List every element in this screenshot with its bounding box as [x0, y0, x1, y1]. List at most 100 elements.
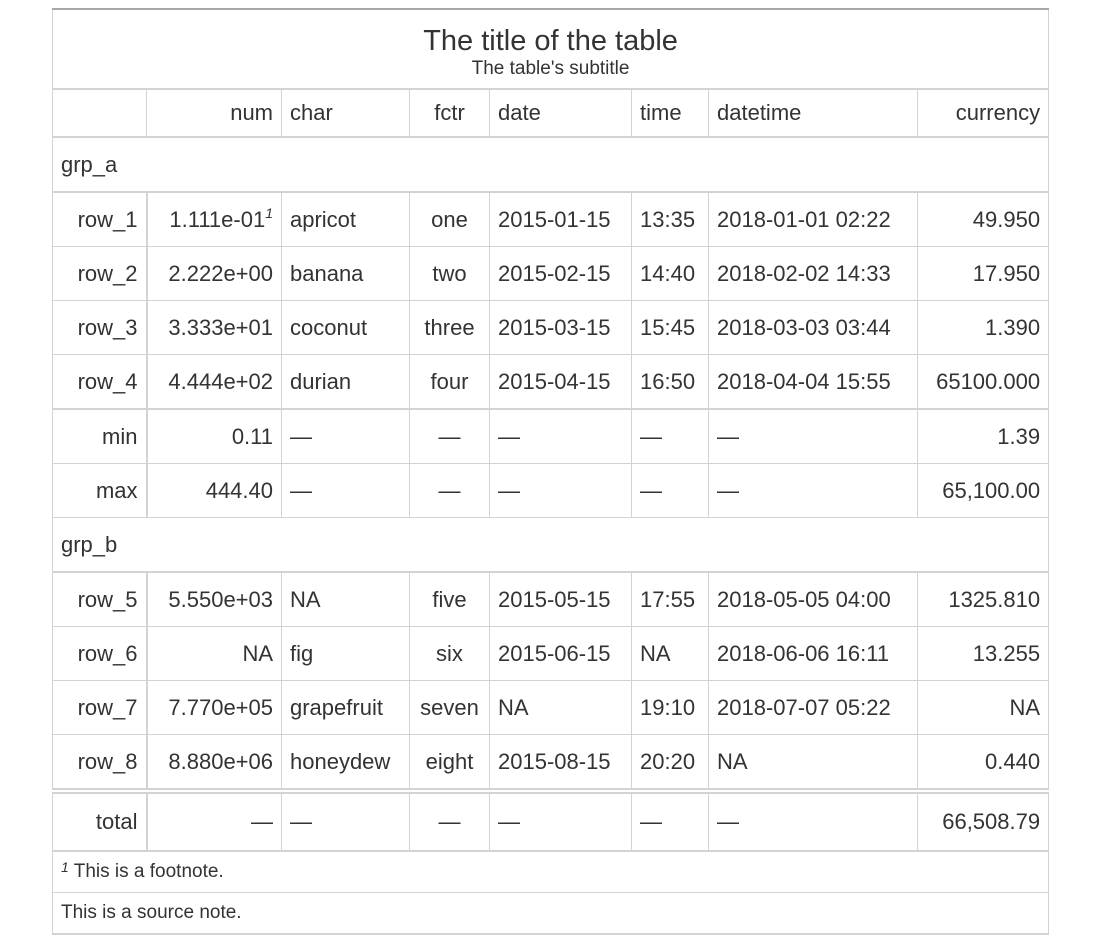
- cell-datetime: 2018-01-01 02:22: [708, 192, 918, 247]
- table-row: row_3 3.333e+01 coconut three 2015-03-15 15:4…: [52, 300, 1049, 355]
- cell-fctr: two: [409, 246, 490, 301]
- cell-char: durian: [281, 354, 410, 410]
- cell-value: 2.222e+00: [168, 260, 273, 286]
- column-header-num: num: [146, 89, 282, 138]
- cell-value: —: [290, 423, 312, 449]
- cell-stub: row_4: [52, 354, 148, 410]
- table-subtitle: The table's subtitle: [52, 58, 1049, 90]
- cell-value: total: [95, 809, 138, 834]
- cell-value: 1.390: [985, 314, 1041, 340]
- cell-num: 3.333e+01: [146, 300, 282, 355]
- cell-fctr: —: [409, 463, 490, 518]
- cell-value: 5.550e+03: [168, 586, 273, 612]
- cell-value: 2015-04-15: [498, 368, 611, 394]
- cell-value: —: [498, 477, 520, 503]
- cell-datetime: 2018-02-02 14:33: [708, 246, 918, 301]
- cell-value: 2018-07-07 05:22: [717, 694, 891, 720]
- cell-time: 16:50: [631, 354, 709, 410]
- cell-value: 1325.810: [948, 586, 1041, 612]
- cell-value: 1.111e-01: [169, 206, 266, 232]
- cell-value: coconut: [290, 314, 368, 340]
- cell-value: —: [498, 423, 520, 449]
- cell-value: apricot: [290, 206, 357, 232]
- cell-value: 66,508.79: [942, 809, 1041, 834]
- cell-stub: row_5: [52, 572, 148, 627]
- cell-value: 2018-03-03 03:44: [717, 314, 891, 340]
- cell-datetime: 2018-07-07 05:22: [708, 680, 918, 735]
- cell-value: seven: [420, 694, 479, 720]
- cell-stub: max: [52, 463, 148, 518]
- cell-value: 4.444e+02: [168, 368, 273, 394]
- cell-value: NA: [242, 640, 273, 666]
- cell-value: 17:55: [640, 586, 696, 612]
- cell-value: one: [431, 206, 468, 232]
- cell-value: —: [438, 477, 461, 503]
- cell-char: grapefruit: [281, 680, 410, 735]
- cell-value: row_4: [77, 368, 138, 394]
- summary-row: min 0.11 — — — — — 1.39: [52, 408, 1049, 464]
- cell-stub: row_2: [52, 246, 148, 301]
- cell-stub: total: [52, 788, 148, 852]
- cell-value: row_3: [77, 314, 138, 340]
- cell-value: —: [438, 809, 461, 834]
- cell-value: row_6: [77, 640, 138, 666]
- cell-fctr: six: [409, 626, 490, 681]
- cell-value: min: [102, 423, 138, 449]
- cell-date: 2015-04-15: [489, 354, 632, 410]
- cell-value: honeydew: [290, 748, 391, 774]
- row-group-heading: grp_a: [52, 137, 1049, 193]
- cell-value: 20:20: [640, 748, 696, 774]
- column-header-char: char: [281, 89, 410, 138]
- cell-value: NA: [1009, 694, 1041, 720]
- cell-currency: 1325.810: [916, 572, 1049, 627]
- cell-value: durian: [290, 368, 352, 394]
- cell-fctr: one: [409, 192, 490, 247]
- cell-fctr: three: [409, 300, 490, 355]
- cell-date: NA: [489, 680, 632, 735]
- cell-date: 2015-08-15: [489, 734, 632, 792]
- table-row: row_6 NA fig six 2015-06-15 NA 2018-06-06 16:1…: [52, 626, 1049, 681]
- cell-value: NA: [290, 586, 321, 612]
- cell-stub: row_6: [52, 626, 148, 681]
- cell-value: two: [432, 260, 467, 286]
- cell-value: 2018-05-05 04:00: [717, 586, 891, 612]
- cell-currency: 49.950: [916, 192, 1049, 247]
- cell-char: honeydew: [281, 734, 410, 792]
- cell-num: 4.444e+02: [146, 354, 282, 410]
- cell-date: 2015-03-15: [489, 300, 632, 355]
- cell-value: 2015-06-15: [498, 640, 611, 666]
- table-row: row_5 5.550e+03 NA five 2015-05-15 17:55 2018-…: [52, 572, 1049, 627]
- cell-value: —: [290, 477, 312, 503]
- cell-num: 7.770e+05: [146, 680, 282, 735]
- cell-value: 14:40: [640, 260, 696, 286]
- cell-value: —: [290, 809, 312, 834]
- cell-datetime: 2018-05-05 04:00: [708, 572, 918, 627]
- cell-time: 19:10: [631, 680, 709, 735]
- cell-value: 2015-05-15: [498, 586, 611, 612]
- cell-value: —: [438, 423, 461, 449]
- cell-num: —: [146, 788, 282, 852]
- cell-date: 2015-02-15: [489, 246, 632, 301]
- cell-value: 3.333e+01: [168, 314, 273, 340]
- table-row: row_7 7.770e+05 grapefruit seven NA 19:10 2018…: [52, 680, 1049, 735]
- column-header-time: time: [631, 89, 709, 138]
- cell-datetime: NA: [708, 734, 918, 792]
- cell-value: row_2: [77, 260, 138, 286]
- cell-fctr: five: [409, 572, 490, 627]
- cell-currency: 0.440: [916, 734, 1049, 792]
- table-row: row_2 2.222e+00 banana two 2015-02-15 14:40 20…: [52, 246, 1049, 301]
- cell-value: row_5: [77, 586, 138, 612]
- cell-date: —: [489, 408, 632, 464]
- table-row: row_8 8.880e+06 honeydew eight 2015-08-15 20:…: [52, 734, 1049, 792]
- cell-time: 20:20: [631, 734, 709, 792]
- cell-value: 2018-04-04 15:55: [717, 368, 891, 394]
- source-note: This is a source note.: [52, 892, 1049, 935]
- cell-char: —: [281, 788, 410, 852]
- cell-time: —: [631, 463, 709, 518]
- cell-value: row_1: [77, 206, 138, 232]
- cell-value: four: [430, 368, 469, 394]
- cell-value: —: [640, 477, 662, 503]
- footnote-mark: 1: [265, 204, 273, 221]
- cell-value: banana: [290, 260, 364, 286]
- cell-value: 65100.000: [936, 368, 1041, 394]
